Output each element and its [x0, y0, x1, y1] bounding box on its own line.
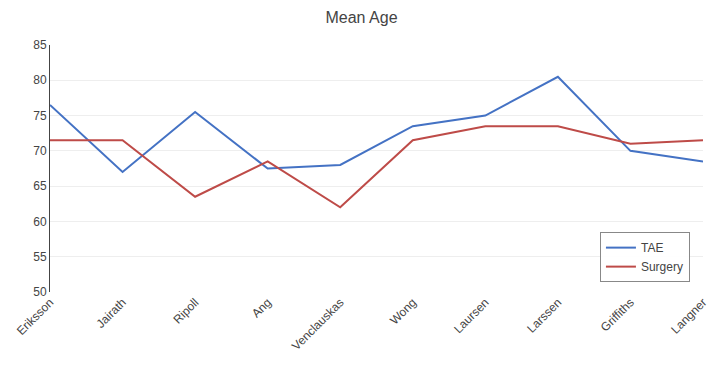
svg-text:60: 60 [33, 215, 47, 229]
svg-text:Larssen: Larssen [524, 295, 564, 335]
svg-text:Eriksson: Eriksson [14, 295, 56, 337]
svg-text:Mean Age: Mean Age [325, 9, 397, 26]
svg-text:75: 75 [33, 109, 47, 123]
svg-text:85: 85 [33, 38, 47, 52]
svg-text:Laursen: Laursen [451, 295, 492, 336]
svg-text:Ang: Ang [249, 295, 274, 320]
svg-text:80: 80 [33, 73, 47, 87]
svg-text:50: 50 [33, 285, 47, 299]
svg-text:Surgery: Surgery [641, 260, 683, 274]
svg-text:65: 65 [33, 179, 47, 193]
svg-text:70: 70 [33, 144, 47, 158]
svg-text:Langner: Langner [668, 295, 709, 336]
svg-text:Venclauskas: Venclauskas [289, 295, 347, 353]
svg-text:55: 55 [33, 250, 47, 264]
svg-text:Wong: Wong [387, 295, 419, 327]
svg-text:Jairath: Jairath [94, 295, 129, 330]
svg-text:Ripoll: Ripoll [170, 295, 201, 326]
svg-text:Griffiths: Griffiths [598, 295, 637, 334]
svg-text:TAE: TAE [641, 241, 663, 255]
